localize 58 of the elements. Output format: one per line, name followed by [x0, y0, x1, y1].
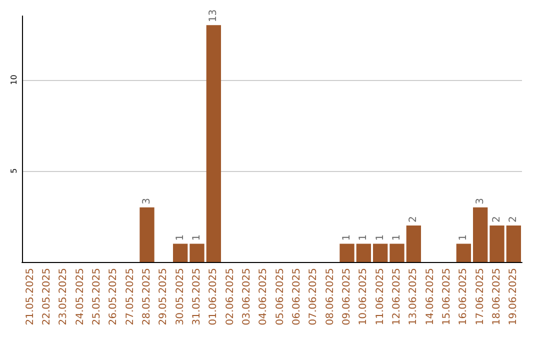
bar	[390, 244, 404, 262]
x-tick-label: 15.06.2025	[442, 268, 452, 326]
data-label: 3	[474, 198, 486, 204]
data-label: 1	[342, 234, 352, 241]
data-label: 1	[358, 234, 370, 241]
x-tick-label: 25.05.2025	[92, 268, 102, 326]
x-tick-label: 12.06.2025	[392, 268, 402, 326]
bar	[140, 207, 154, 262]
x-tick-label: 07.06.2025	[308, 268, 320, 326]
x-tick-label: 29.05.2025	[158, 268, 170, 326]
data-label: 2	[408, 216, 420, 223]
x-tick-label: 08.06.2025	[324, 268, 336, 326]
x-tick-label: 27.05.2025	[124, 268, 136, 326]
x-tick-label: 30.05.2025	[174, 268, 186, 326]
bar	[456, 244, 471, 262]
data-label: 1	[174, 234, 186, 241]
bar	[373, 244, 388, 262]
data-label: 2	[492, 216, 502, 223]
y-tick-label: 5	[10, 168, 18, 174]
data-label: 1	[458, 234, 470, 241]
x-tick-label: 01.06.2025	[208, 268, 220, 326]
x-tick-label: 26.05.2025	[108, 268, 120, 326]
x-tick-label: 31.05.2025	[192, 268, 202, 326]
bar	[473, 207, 488, 262]
x-tick-label: 09.06.2025	[342, 268, 352, 326]
x-tick-label: 21.05.2025	[24, 268, 36, 326]
x-tick-label: 28.05.2025	[142, 268, 152, 326]
data-label: 3	[142, 198, 152, 204]
bar	[340, 244, 354, 262]
x-tick-label: 23.05.2025	[58, 268, 70, 326]
x-tick-label: 10.06.2025	[358, 268, 370, 326]
x-tick-label: 13.06.2025	[408, 268, 420, 326]
x-tick-label: 24.05.2025	[74, 268, 86, 326]
data-label: 1	[392, 234, 402, 241]
x-tick-label: 19.06.2025	[508, 268, 520, 326]
bar	[490, 226, 504, 262]
x-tick-label: 04.06.2025	[258, 268, 270, 326]
data-label: 1	[374, 234, 386, 241]
x-tick-label: 02.06.2025	[224, 268, 236, 326]
data-label: 2	[508, 216, 520, 223]
data-label: 1	[192, 234, 202, 241]
x-tick-label: 16.06.2025	[458, 268, 470, 326]
bar	[206, 25, 221, 262]
x-tick-label: 11.06.2025	[374, 268, 386, 326]
bar	[406, 226, 421, 262]
bar	[356, 244, 371, 262]
x-tick-label: 05.06.2025	[274, 268, 286, 326]
x-tick-label: 03.06.2025	[242, 268, 252, 326]
x-tick-label: 14.06.2025	[424, 268, 436, 326]
bar	[506, 226, 521, 262]
y-tick-label: 10	[10, 74, 18, 85]
x-tick-label: 18.06.2025	[492, 268, 502, 326]
x-tick-label: 22.05.2025	[42, 268, 52, 326]
x-tick-label: 17.06.2025	[474, 268, 486, 326]
x-tick-label: 06.06.2025	[292, 268, 302, 326]
bar	[190, 244, 204, 262]
data-label: 13	[208, 9, 220, 22]
bar	[173, 244, 188, 262]
